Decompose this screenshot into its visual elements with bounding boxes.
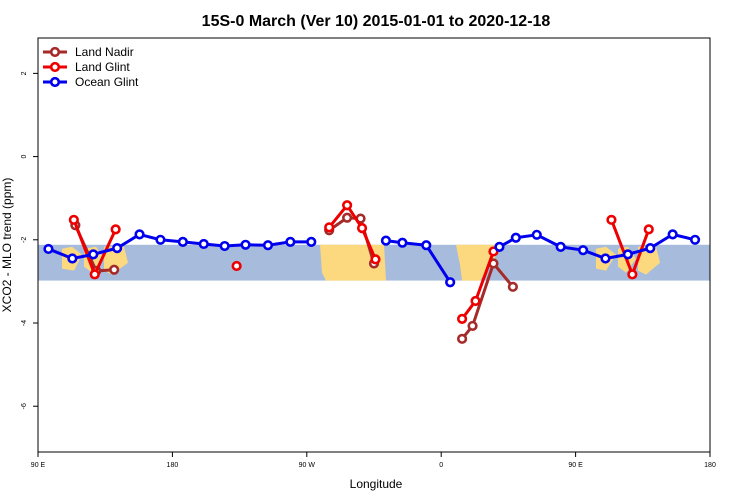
x-tick-label: 180 xyxy=(704,462,716,469)
y-tick-label: -6 xyxy=(21,403,28,409)
data-point-land-glint xyxy=(627,269,638,280)
x-tick-label: 0 xyxy=(439,462,443,469)
legend-marker-land-glint xyxy=(49,61,61,73)
data-point-ocean-glint xyxy=(510,232,521,243)
data-point-land-glint xyxy=(231,260,242,272)
data-point-land-glint xyxy=(324,222,335,233)
data-point-land-glint xyxy=(470,295,481,307)
data-point-ocean-glint xyxy=(88,249,99,260)
data-point-land-glint xyxy=(606,214,617,225)
map-land-patch xyxy=(320,244,386,281)
data-point-ocean-glint xyxy=(380,235,392,246)
data-point-ocean-glint xyxy=(421,240,432,251)
data-point-ocean-glint xyxy=(134,229,145,240)
data-point-land-glint xyxy=(356,223,368,234)
data-point-land-nadir xyxy=(109,264,120,275)
data-point-ocean-glint xyxy=(306,236,317,247)
y-tick-label: 2 xyxy=(21,71,28,75)
data-point-land-nadir xyxy=(467,320,478,332)
map-land-patch xyxy=(638,246,660,275)
data-point-ocean-glint xyxy=(285,236,296,247)
data-point-ocean-glint xyxy=(155,234,166,245)
data-point-ocean-glint xyxy=(177,236,188,247)
series-layer xyxy=(43,200,701,344)
y-tick-label: 0 xyxy=(21,155,28,159)
series-line-ocean-glint xyxy=(385,239,452,284)
plot-frame xyxy=(37,37,711,453)
data-point-ocean-glint xyxy=(667,229,678,240)
data-point-ocean-glint xyxy=(577,245,589,256)
data-point-ocean-glint xyxy=(622,249,633,260)
data-point-land-nadir xyxy=(507,281,518,292)
x-axis-label: Longitude xyxy=(350,477,403,491)
legend-label-land-nadir: Land Nadir xyxy=(75,45,134,59)
series-ocean-glint xyxy=(43,229,701,288)
data-point-ocean-glint xyxy=(43,243,54,255)
series-line-ocean-glint xyxy=(498,232,696,261)
data-point-ocean-glint xyxy=(600,253,611,264)
legend-label-ocean-glint: Ocean Glint xyxy=(75,75,139,89)
y-tick-label: -4 xyxy=(21,320,28,326)
data-point-ocean-glint xyxy=(112,243,123,254)
data-point-ocean-glint xyxy=(531,229,542,240)
data-point-ocean-glint xyxy=(494,241,505,252)
data-point-land-glint xyxy=(68,214,79,225)
x-tick-label: 90 E xyxy=(568,462,583,469)
data-point-land-glint xyxy=(643,224,654,235)
x-tick-label: 180 xyxy=(167,462,179,469)
data-point-land-nadir xyxy=(342,212,353,223)
data-point-ocean-glint xyxy=(262,240,274,251)
y-tick-label: -2 xyxy=(21,237,28,243)
data-point-ocean-glint xyxy=(198,238,209,250)
data-point-ocean-glint xyxy=(240,239,251,250)
data-point-land-glint xyxy=(370,254,381,265)
data-point-ocean-glint xyxy=(219,240,230,252)
data-point-land-glint xyxy=(110,224,121,235)
data-point-ocean-glint xyxy=(67,253,78,264)
chart-title: 15S-0 March (Ver 10) 2015-01-01 to 2020-… xyxy=(202,13,551,30)
legend-label-land-glint: Land Glint xyxy=(75,60,130,74)
series-land-glint xyxy=(68,200,654,324)
data-point-ocean-glint xyxy=(445,277,456,288)
data-point-ocean-glint xyxy=(645,243,656,254)
axes: 90 E 180 90 W 0 90 E 180 2 0 -2 -4 -6 xyxy=(21,37,716,469)
data-point-land-nadir xyxy=(457,333,468,344)
data-point-land-glint xyxy=(89,269,100,280)
data-point-land-glint xyxy=(342,200,353,211)
x-tick-label: 90 E xyxy=(31,462,46,469)
legend-marker-land-nadir xyxy=(49,46,61,58)
series-line-land-glint xyxy=(328,203,377,260)
legend-marker-ocean-glint xyxy=(49,76,61,88)
data-point-ocean-glint xyxy=(689,234,701,245)
x-tick-label: 90 W xyxy=(299,462,316,469)
data-point-ocean-glint xyxy=(397,237,408,248)
data-point-ocean-glint xyxy=(555,241,566,252)
series-line-land-nadir xyxy=(460,262,515,340)
y-axis-label: XCO2 - MLO trend (ppm) xyxy=(0,178,14,313)
data-point-land-glint xyxy=(457,313,468,324)
